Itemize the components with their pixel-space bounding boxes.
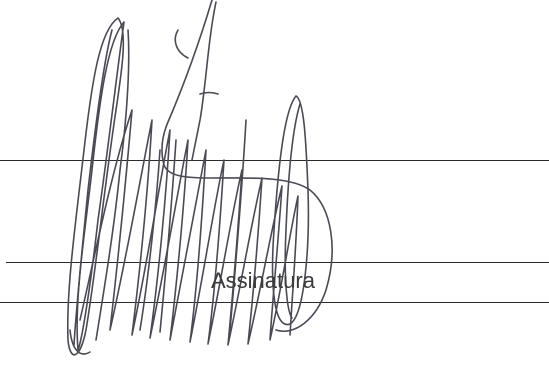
signature-caption: Assinatura	[211, 268, 315, 293]
signature-line	[6, 262, 549, 263]
ruled-line-top	[0, 160, 549, 161]
